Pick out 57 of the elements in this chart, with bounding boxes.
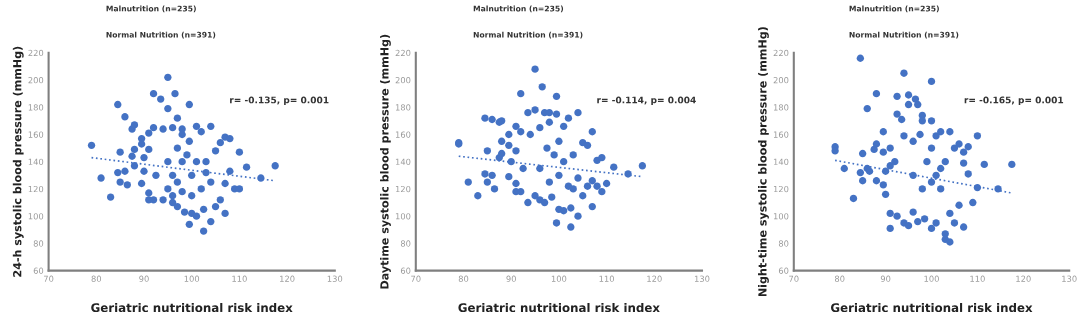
y-tick-label: 160 xyxy=(28,131,44,138)
y-tick-label: 80 xyxy=(400,240,411,247)
x-tick-label: 80 xyxy=(834,275,845,282)
y-tick-label: 100 xyxy=(28,213,44,220)
x-tick-label: 130 xyxy=(694,275,710,282)
x-tick-label: 80 xyxy=(458,275,469,282)
y-tick-label: 220 xyxy=(395,49,411,57)
y-tick-label: 120 xyxy=(28,185,44,193)
x-tick-label: 120 xyxy=(1016,275,1031,282)
y-tick-label: 140 xyxy=(395,158,411,165)
x-tick-label: 130 xyxy=(327,275,343,282)
y-tick-label: 140 xyxy=(28,158,44,165)
x-axis-title: Geriatric nutritional risk index xyxy=(458,302,660,313)
x-tick-label: 90 xyxy=(880,275,891,282)
y-tick-label: 80 xyxy=(33,240,44,247)
annotation: r= -0.114, p= 0.004 xyxy=(597,96,696,106)
x-tick-label: 120 xyxy=(647,275,662,282)
annotation: r= -0.135, p= 0.001 xyxy=(230,96,329,106)
y-tick-label: 120 xyxy=(773,185,789,193)
y-tick-label: 160 xyxy=(395,131,411,138)
x-tick-label: 130 xyxy=(1062,275,1077,282)
y-tick-label: 200 xyxy=(395,77,411,84)
y-axis-title: Daytime systolic blood pressure (mmHg) xyxy=(380,34,391,289)
y-tick-label: 180 xyxy=(773,104,789,111)
x-tick-label: 80 xyxy=(91,275,102,282)
y-tick-label: 180 xyxy=(395,104,411,111)
y-tick-label: 200 xyxy=(773,77,789,84)
x-tick-label: 100 xyxy=(551,275,567,282)
x-tick-label: 100 xyxy=(184,275,200,282)
x-tick-label: 110 xyxy=(232,275,247,282)
x-tick-label: 110 xyxy=(970,275,985,282)
y-tick-label: 100 xyxy=(773,213,789,220)
y-tick-label: 160 xyxy=(773,131,789,138)
y-axis-title: Night-time systolic blood pressure (mmHg) xyxy=(758,27,769,297)
y-tick-label: 60 xyxy=(400,267,411,274)
y-tick-label: 100 xyxy=(395,213,411,220)
x-tick-label: 90 xyxy=(139,275,149,282)
x-tick-label: 110 xyxy=(599,275,614,282)
y-tick-label: 220 xyxy=(28,49,44,57)
y-tick-label: 180 xyxy=(28,104,44,111)
annotation: r= -0.165, p= 0.001 xyxy=(964,96,1064,106)
x-tick-label: 100 xyxy=(924,275,939,282)
x-axis-title: Geriatric nutritional risk index xyxy=(91,302,293,313)
y-tick-label: 200 xyxy=(28,77,44,84)
y-tick-label: 60 xyxy=(778,267,789,274)
x-tick-label: 90 xyxy=(506,275,516,282)
x-tick-label: 70 xyxy=(411,275,421,282)
x-tick-label: 70 xyxy=(43,275,54,282)
x-tick-label: 120 xyxy=(280,275,295,282)
y-tick-label: 80 xyxy=(778,240,789,247)
y-tick-label: 120 xyxy=(395,185,411,193)
x-tick-label: 70 xyxy=(789,275,799,282)
y-tick-label: 220 xyxy=(773,49,789,57)
y-axis-title: 24-h systolic blood pressure (mmHg) xyxy=(12,46,24,277)
y-tick-label: 60 xyxy=(33,267,44,274)
x-axis-title: Geriatric nutritional risk index xyxy=(831,302,1033,313)
y-tick-label: 140 xyxy=(773,158,789,165)
